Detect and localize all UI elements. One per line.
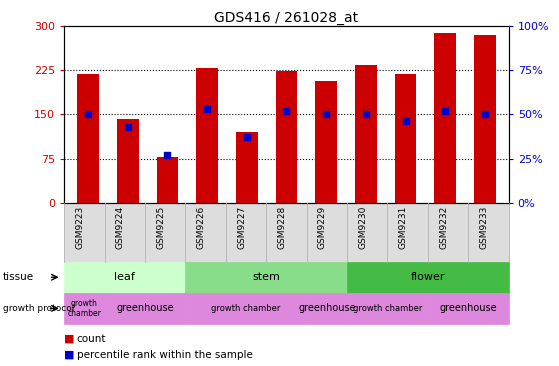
Bar: [77, 74, 99, 203]
Bar: [236, 132, 258, 203]
Text: GSM9224: GSM9224: [116, 206, 125, 249]
Text: greenhouse: greenhouse: [439, 303, 497, 313]
Text: tissue: tissue: [3, 272, 34, 282]
Text: growth chamber: growth chamber: [353, 304, 422, 313]
Bar: [315, 81, 337, 203]
Bar: [276, 71, 297, 203]
Text: GSM9229: GSM9229: [318, 206, 327, 249]
Text: percentile rank within the sample: percentile rank within the sample: [77, 350, 253, 360]
Text: count: count: [77, 333, 106, 344]
Point: [440, 108, 449, 114]
Text: GSM9226: GSM9226: [197, 206, 206, 249]
Text: growth
chamber: growth chamber: [68, 299, 101, 318]
Point: [243, 135, 252, 141]
Text: stem: stem: [252, 272, 280, 282]
Point: [361, 111, 370, 117]
Point: [163, 152, 172, 158]
Bar: [117, 119, 139, 203]
Text: growth protocol: growth protocol: [3, 304, 74, 313]
Point: [401, 119, 410, 124]
Bar: [395, 74, 416, 203]
Text: greenhouse: greenhouse: [116, 303, 174, 313]
Text: ■: ■: [64, 333, 75, 344]
Text: GSM9225: GSM9225: [157, 206, 165, 249]
Point: [84, 111, 93, 117]
Text: GSM9223: GSM9223: [75, 206, 84, 249]
Text: leaf: leaf: [115, 272, 135, 282]
Text: ■: ■: [64, 350, 75, 360]
Text: growth chamber: growth chamber: [211, 304, 281, 313]
Text: GSM9232: GSM9232: [439, 206, 448, 249]
Text: GSM9227: GSM9227: [237, 206, 246, 249]
Point: [124, 124, 132, 130]
Title: GDS416 / 261028_at: GDS416 / 261028_at: [215, 11, 358, 25]
Point: [203, 106, 212, 112]
Bar: [196, 68, 218, 203]
Bar: [355, 65, 377, 203]
Text: GSM9228: GSM9228: [277, 206, 287, 249]
Point: [282, 108, 291, 114]
Bar: [157, 157, 178, 203]
Text: GSM9231: GSM9231: [399, 206, 408, 250]
Text: greenhouse: greenhouse: [298, 303, 356, 313]
Bar: [474, 35, 496, 203]
Point: [321, 111, 330, 117]
Text: GSM9233: GSM9233: [480, 206, 489, 250]
Text: GSM9230: GSM9230: [358, 206, 367, 250]
Bar: [434, 33, 456, 203]
Text: flower: flower: [411, 272, 445, 282]
Point: [480, 111, 489, 117]
